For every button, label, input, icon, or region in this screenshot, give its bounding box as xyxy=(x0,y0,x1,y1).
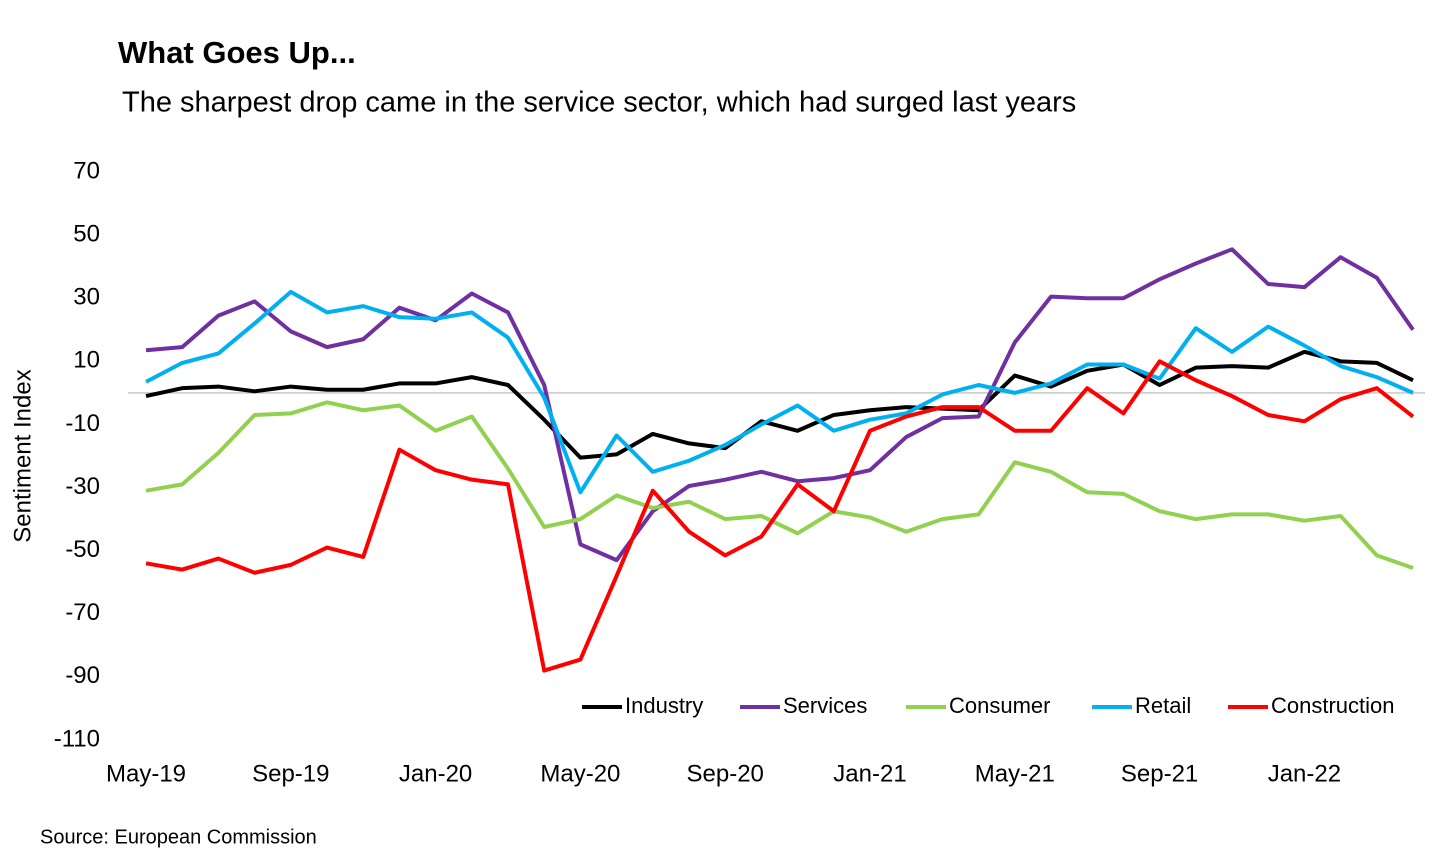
y-tick-label: 30 xyxy=(73,284,100,311)
y-axis-label: Sentiment Index xyxy=(9,369,36,542)
y-tick-label: -10 xyxy=(65,410,100,437)
source: Source: European Commission xyxy=(40,826,317,848)
y-tick-label: -110 xyxy=(54,725,100,752)
y-tick-label: -70 xyxy=(65,599,100,626)
x-tick-label: May-19 xyxy=(106,760,186,787)
legend-label: Industry xyxy=(625,693,703,718)
legend-label: Retail xyxy=(1135,693,1191,718)
x-tick-label: Jan-20 xyxy=(399,760,472,787)
series-line xyxy=(145,359,1415,673)
x-tick-label: Jan-21 xyxy=(833,760,906,787)
series-line xyxy=(145,247,1415,563)
y-tick-label: 50 xyxy=(73,220,100,247)
y-tick-label: -30 xyxy=(65,473,100,500)
x-tick-label: May-21 xyxy=(975,760,1055,787)
y-tick-label: -50 xyxy=(65,536,100,563)
legend-label: Consumer xyxy=(949,693,1050,718)
y-tick-label: 70 xyxy=(73,157,100,184)
x-tick-label: Sep-19 xyxy=(252,760,329,787)
y-tick-label: -90 xyxy=(65,662,100,689)
series-line xyxy=(145,289,1414,495)
legend-label: Construction xyxy=(1271,693,1395,718)
x-tick-label: May-20 xyxy=(540,760,620,787)
series-line xyxy=(145,349,1414,460)
series-line xyxy=(145,400,1414,570)
x-tick-label: Sep-21 xyxy=(1121,760,1198,787)
chart-title: What Goes Up... xyxy=(118,35,356,70)
chart-subtitle: The sharpest drop came in the service se… xyxy=(122,87,1076,119)
legend-label: Services xyxy=(783,693,867,718)
y-tick-label: 10 xyxy=(73,347,100,374)
x-tick-label: Sep-20 xyxy=(687,760,764,787)
x-tick-label: Jan-22 xyxy=(1268,760,1341,787)
